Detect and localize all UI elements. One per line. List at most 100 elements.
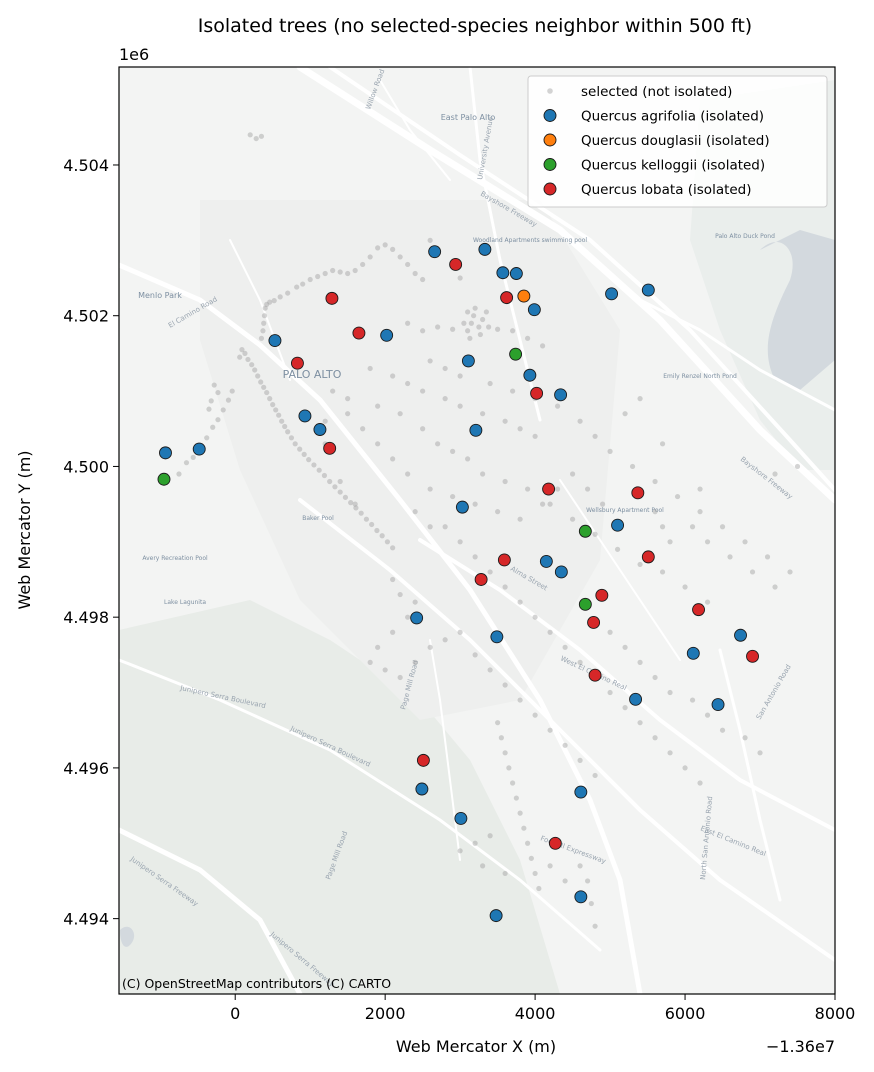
selected-tree-point bbox=[727, 554, 733, 560]
selected-tree-point bbox=[697, 486, 703, 492]
selected-tree-point bbox=[353, 505, 359, 511]
selected-tree-point bbox=[592, 433, 598, 439]
selected-tree-point bbox=[435, 441, 441, 447]
selected-tree-point bbox=[262, 305, 268, 311]
selected-tree-point bbox=[367, 659, 373, 665]
selected-tree-point bbox=[506, 765, 512, 771]
selected-tree-point bbox=[273, 407, 279, 413]
selected-tree-point bbox=[442, 365, 448, 372]
isolated-tree-point bbox=[192, 442, 206, 456]
selected-tree-point bbox=[457, 848, 463, 854]
selected-tree-point bbox=[358, 510, 364, 516]
isolated-tree-point bbox=[629, 692, 643, 706]
selected-tree-point bbox=[420, 276, 426, 283]
selected-tree-point bbox=[176, 471, 182, 477]
selected-tree-point bbox=[495, 509, 501, 515]
map-label: Avery Recreation Pool bbox=[142, 555, 208, 562]
selected-tree-point bbox=[528, 855, 534, 861]
selected-tree-point bbox=[390, 456, 396, 462]
selected-tree-point bbox=[536, 885, 542, 892]
selected-tree-point bbox=[513, 795, 519, 801]
isolated-tree-point bbox=[489, 909, 503, 923]
selected-tree-point bbox=[764, 554, 771, 560]
isolated-tree-point bbox=[474, 573, 488, 586]
selected-tree-point bbox=[279, 418, 285, 424]
selected-tree-point bbox=[307, 276, 313, 283]
selected-tree-point bbox=[487, 667, 493, 673]
isolated-tree-point bbox=[159, 446, 172, 460]
selected-tree-point bbox=[704, 599, 711, 605]
selected-tree-point bbox=[405, 614, 411, 620]
selected-tree-point bbox=[667, 689, 673, 696]
selected-tree-point bbox=[252, 367, 258, 373]
selected-tree-point bbox=[510, 780, 516, 786]
selected-tree-point bbox=[483, 309, 489, 315]
selected-tree-point bbox=[472, 305, 478, 311]
selected-tree-point bbox=[258, 379, 264, 385]
selected-tree-point bbox=[547, 863, 553, 869]
selected-tree-point bbox=[689, 524, 696, 530]
selected-tree-point bbox=[267, 396, 273, 402]
selected-tree-point bbox=[375, 441, 381, 447]
isolated-tree-point bbox=[290, 356, 304, 370]
selected-tree-point bbox=[397, 674, 403, 681]
selected-tree-point bbox=[480, 863, 486, 869]
selected-tree-point bbox=[442, 637, 448, 643]
selected-tree-point bbox=[382, 242, 388, 248]
selected-tree-point bbox=[472, 501, 478, 507]
selected-tree-point bbox=[577, 863, 583, 869]
selected-tree-point bbox=[210, 424, 216, 430]
map-label: Lake Lagunita bbox=[164, 599, 206, 606]
selected-tree-point bbox=[330, 388, 336, 394]
selected-tree-point bbox=[487, 380, 493, 387]
selected-tree-point bbox=[540, 343, 546, 349]
selected-tree-point bbox=[480, 471, 486, 477]
isolated-tree-point bbox=[497, 553, 511, 567]
selected-tree-point bbox=[486, 324, 492, 330]
isolated-tree-point bbox=[692, 603, 705, 617]
selected-tree-point bbox=[267, 299, 273, 305]
isolated-tree-point bbox=[578, 597, 592, 611]
selected-tree-point bbox=[229, 388, 235, 394]
selected-tree-point bbox=[337, 489, 343, 495]
isolated-tree-point bbox=[578, 524, 592, 538]
y-tick-label: 4.496 bbox=[63, 759, 109, 778]
selected-tree-point bbox=[442, 396, 448, 402]
selected-tree-point bbox=[360, 261, 366, 268]
isolated-tree-point bbox=[711, 698, 725, 712]
isolated-tree-point bbox=[539, 554, 553, 568]
selected-tree-point bbox=[682, 584, 688, 590]
selected-tree-point bbox=[292, 441, 298, 447]
map-label: Emily Renzel North Pond bbox=[663, 373, 737, 380]
selected-tree-point bbox=[322, 418, 328, 424]
selected-tree-point bbox=[311, 462, 317, 468]
selected-tree-point bbox=[659, 441, 666, 447]
isolated-tree-point bbox=[746, 649, 759, 663]
map-label: East Palo Alto bbox=[441, 113, 496, 122]
selected-tree-point bbox=[547, 727, 553, 733]
isolated-tree-point bbox=[352, 326, 366, 340]
selected-tree-point bbox=[405, 261, 411, 268]
selected-tree-point bbox=[352, 267, 358, 274]
selected-tree-point bbox=[525, 486, 531, 492]
legend-label: Quercus agrifolia (isolated) bbox=[581, 109, 764, 125]
selected-tree-point bbox=[412, 599, 418, 605]
selected-tree-point bbox=[420, 426, 426, 432]
selected-tree-point bbox=[477, 331, 483, 338]
selected-tree-point bbox=[502, 584, 508, 590]
selected-tree-point bbox=[450, 493, 456, 500]
selected-tree-point bbox=[247, 132, 253, 138]
map-label: Menlo Park bbox=[138, 291, 182, 300]
isolated-tree-point bbox=[490, 630, 504, 644]
selected-tree-point bbox=[719, 524, 726, 530]
selected-tree-point bbox=[242, 350, 248, 356]
selected-tree-point bbox=[487, 569, 493, 575]
selected-tree-point bbox=[468, 320, 474, 326]
selected-tree-point bbox=[476, 324, 482, 330]
selected-tree-point bbox=[772, 584, 778, 590]
selected-tree-point bbox=[294, 284, 300, 290]
selected-tree-point bbox=[517, 516, 523, 522]
isolated-tree-point bbox=[548, 836, 562, 850]
selected-tree-point bbox=[569, 471, 576, 477]
selected-tree-point bbox=[510, 388, 516, 394]
